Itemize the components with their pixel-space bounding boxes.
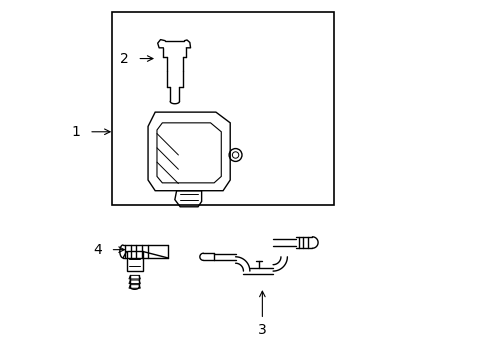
Text: 1: 1 bbox=[71, 125, 80, 139]
Text: 3: 3 bbox=[258, 323, 266, 337]
Text: 4: 4 bbox=[93, 243, 102, 257]
Text: 2: 2 bbox=[120, 51, 128, 66]
